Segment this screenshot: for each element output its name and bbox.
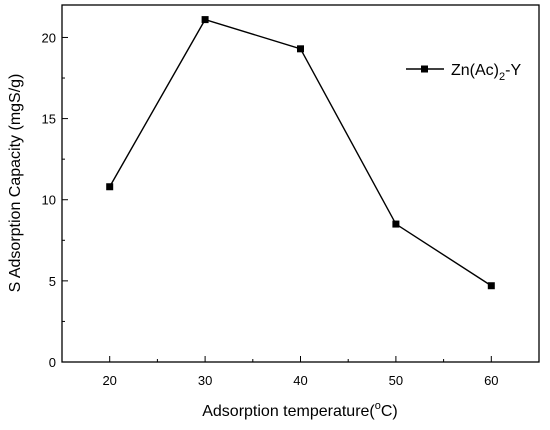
data-point-50	[392, 220, 400, 228]
series-group	[106, 16, 495, 290]
legend-label-subscript: 2	[499, 71, 505, 83]
y-axis-title: S Adsorption Capacity (mgS/g)	[7, 74, 24, 293]
y-tick-label-10: 10	[42, 193, 56, 208]
legend-label-suffix: -Y	[505, 62, 521, 79]
legend-marker	[421, 65, 428, 73]
x-tick-label-20: 20	[102, 373, 116, 388]
axis-ticks	[62, 36, 492, 363]
data-point-30	[201, 16, 209, 24]
y-tick-label-15: 15	[42, 112, 56, 127]
x-axis-title-text: Adsorption temperature(	[202, 403, 375, 420]
plot-frame	[61, 4, 540, 363]
series-line-0	[109, 18, 492, 287]
data-point-40	[297, 45, 304, 53]
x-tick-label-30: 30	[198, 373, 212, 388]
x-axis-title: Adsorption temperature(oC)	[202, 400, 398, 420]
y-tick-label-5: 5	[49, 274, 56, 289]
x-tick-label-60: 60	[484, 373, 498, 388]
legend-label: Zn(Ac)2-Y	[451, 62, 521, 83]
y-tick-label-20: 20	[42, 30, 56, 45]
x-axis-title-unit: C)	[381, 403, 398, 420]
data-point-60	[487, 282, 495, 290]
data-point-20	[106, 183, 114, 191]
x-axis-title-superscript: o	[375, 400, 381, 412]
x-tick-label-40: 40	[293, 373, 307, 388]
y-tick-label-0: 0	[49, 355, 56, 370]
axis-tick-labels: 20 30 40 50 60 0 5 10 15 20	[42, 30, 499, 388]
legend-label-main: Zn(Ac)	[451, 62, 499, 79]
legend: Zn(Ac)2-Y	[406, 62, 521, 83]
x-tick-label-50: 50	[389, 373, 403, 388]
